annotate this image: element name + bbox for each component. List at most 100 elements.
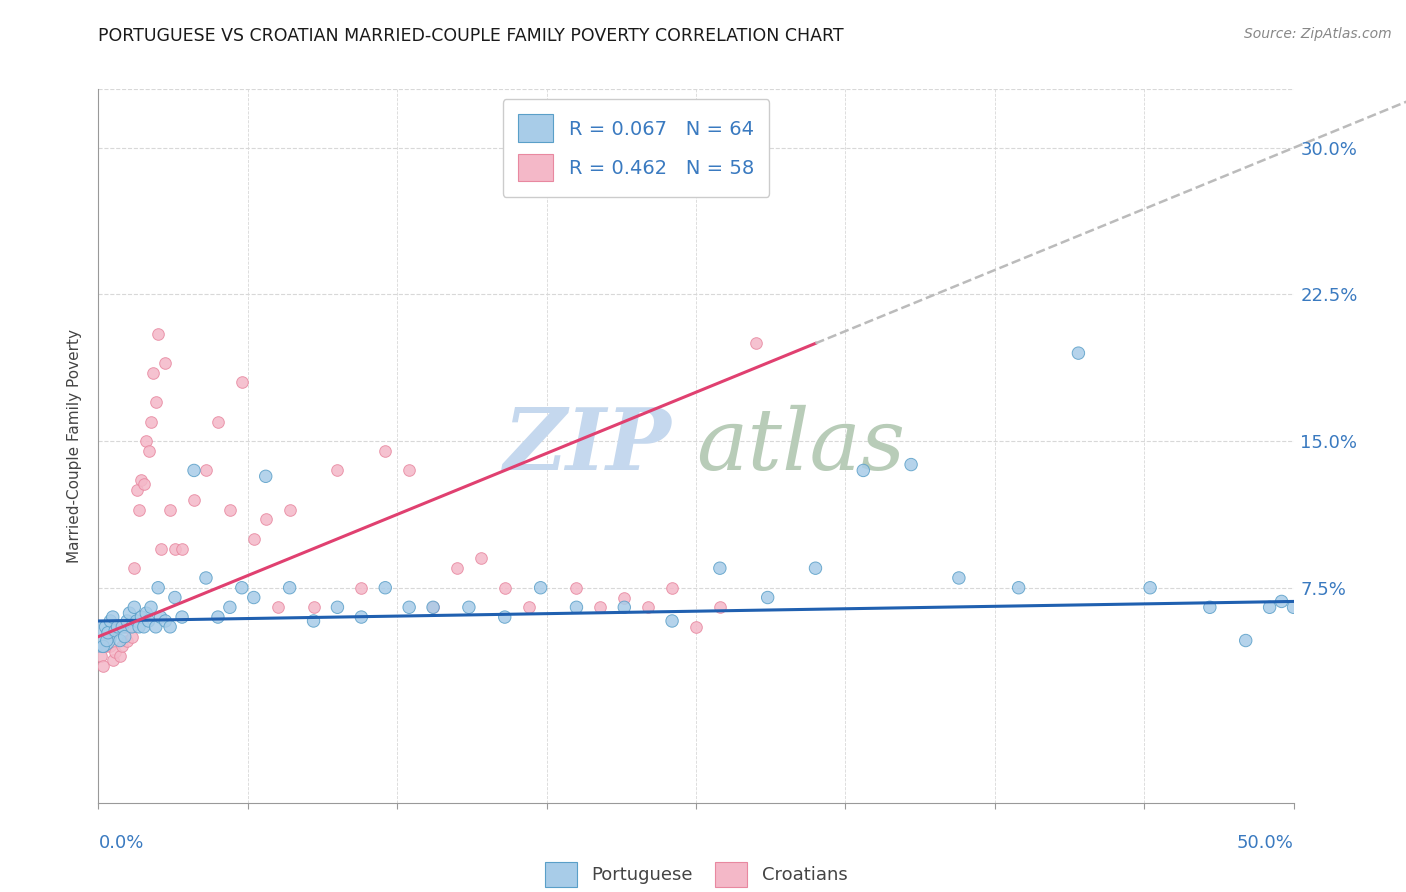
- Point: [254, 512, 277, 526]
- Point: [494, 610, 516, 624]
- Point: [132, 477, 155, 491]
- Point: [529, 581, 551, 595]
- Point: [121, 620, 143, 634]
- Point: [159, 620, 181, 634]
- Point: [589, 600, 612, 615]
- Point: [97, 630, 120, 644]
- Point: [207, 610, 229, 624]
- Point: [1234, 633, 1257, 648]
- Point: [159, 502, 181, 516]
- Point: [172, 541, 194, 556]
- Point: [114, 620, 136, 634]
- Point: [138, 614, 160, 628]
- Point: [302, 614, 325, 628]
- Point: [1258, 600, 1281, 615]
- Point: [125, 483, 148, 497]
- Point: [302, 600, 325, 615]
- Point: [145, 620, 167, 634]
- Point: [94, 620, 117, 634]
- Point: [124, 561, 146, 575]
- Point: [254, 469, 277, 483]
- Point: [517, 600, 540, 615]
- Point: [139, 415, 162, 429]
- Legend: Portuguese, Croatians: Portuguese, Croatians: [537, 855, 855, 892]
- Point: [183, 463, 205, 477]
- Text: PORTUGUESE VS CROATIAN MARRIED-COUPLE FAMILY POVERTY CORRELATION CHART: PORTUGUESE VS CROATIAN MARRIED-COUPLE FA…: [98, 27, 844, 45]
- Point: [194, 463, 218, 477]
- Point: [1007, 581, 1029, 595]
- Text: Source: ZipAtlas.com: Source: ZipAtlas.com: [1244, 27, 1392, 41]
- Point: [149, 541, 172, 556]
- Point: [350, 610, 373, 624]
- Point: [374, 581, 396, 595]
- Point: [111, 640, 134, 654]
- Point: [91, 640, 114, 654]
- Point: [108, 649, 131, 664]
- Point: [98, 640, 122, 654]
- Point: [541, 170, 564, 185]
- Point: [326, 600, 349, 615]
- Point: [101, 653, 124, 667]
- Point: [494, 581, 516, 595]
- Point: [142, 366, 165, 380]
- Text: 50.0%: 50.0%: [1237, 834, 1294, 852]
- Point: [374, 443, 396, 458]
- Point: [398, 463, 420, 477]
- Point: [90, 630, 112, 644]
- Point: [243, 591, 266, 605]
- Point: [207, 415, 229, 429]
- Point: [139, 600, 162, 615]
- Y-axis label: Married-Couple Family Poverty: Married-Couple Family Poverty: [67, 329, 83, 563]
- Point: [1067, 346, 1090, 360]
- Point: [163, 591, 186, 605]
- Point: [278, 502, 301, 516]
- Point: [219, 502, 242, 516]
- Point: [852, 463, 875, 477]
- Point: [219, 600, 242, 615]
- Point: [326, 463, 349, 477]
- Point: [135, 606, 157, 620]
- Point: [128, 620, 150, 634]
- Point: [267, 600, 290, 615]
- Point: [90, 649, 112, 664]
- Point: [148, 581, 170, 595]
- Point: [96, 633, 118, 648]
- Point: [135, 434, 157, 449]
- Point: [149, 610, 172, 624]
- Point: [422, 600, 444, 615]
- Point: [94, 640, 117, 654]
- Point: [131, 610, 153, 624]
- Point: [613, 600, 636, 615]
- Point: [121, 630, 143, 644]
- Point: [97, 625, 120, 640]
- Point: [132, 620, 155, 634]
- Point: [422, 600, 444, 615]
- Point: [118, 606, 141, 620]
- Point: [155, 356, 177, 370]
- Point: [118, 620, 141, 634]
- Text: ZIP: ZIP: [505, 404, 672, 488]
- Point: [278, 581, 301, 595]
- Point: [745, 336, 768, 351]
- Point: [124, 600, 146, 615]
- Point: [661, 581, 683, 595]
- Point: [661, 614, 683, 628]
- Point: [148, 326, 170, 341]
- Point: [685, 620, 707, 634]
- Point: [637, 600, 659, 615]
- Point: [104, 624, 127, 638]
- Point: [101, 610, 124, 624]
- Point: [470, 551, 492, 566]
- Point: [350, 581, 373, 595]
- Point: [183, 492, 205, 507]
- Point: [145, 395, 167, 409]
- Point: [565, 600, 588, 615]
- Point: [107, 620, 129, 634]
- Point: [111, 620, 134, 634]
- Point: [128, 502, 150, 516]
- Point: [231, 376, 253, 390]
- Point: [1271, 594, 1294, 608]
- Point: [243, 532, 266, 546]
- Point: [98, 614, 122, 628]
- Point: [107, 620, 129, 634]
